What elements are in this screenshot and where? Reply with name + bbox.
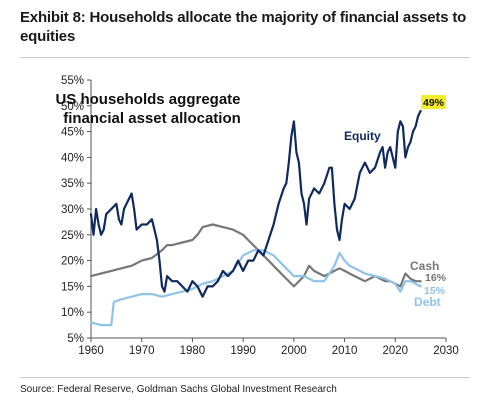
x-tick-label: 1990 bbox=[230, 345, 256, 357]
y-tick-label: 15% bbox=[61, 281, 84, 293]
chart-axes: 5% 10% 15% 20% 25% 30% 35% 40% 45% 50% 55% 1960 1970… bbox=[61, 75, 459, 357]
x-tick-label: 2030 bbox=[433, 345, 459, 357]
chart-title-line2: financial asset allocation bbox=[63, 110, 241, 127]
x-tick-label: 2010 bbox=[332, 345, 358, 357]
cash-end-label: 16% bbox=[425, 272, 447, 284]
x-tick-label: 2000 bbox=[281, 345, 307, 357]
exhibit-title-line2: equities bbox=[20, 28, 76, 45]
x-tick-label: 1960 bbox=[78, 345, 104, 357]
debt-label: Debt bbox=[414, 295, 441, 309]
chart-title-line1: US households aggregate bbox=[55, 91, 240, 108]
equity-label: Equity bbox=[344, 129, 381, 143]
exhibit-title-line1: Exhibit 8: Households allocate the major… bbox=[20, 9, 467, 26]
debt-end-label: 15% bbox=[424, 285, 446, 297]
y-tick-label: 30% bbox=[61, 204, 84, 216]
exhibit-title: Exhibit 8: Households allocate the major… bbox=[20, 8, 480, 46]
chart-labels: US households aggregate financial asset … bbox=[55, 91, 446, 309]
y-tick-label: 25% bbox=[61, 230, 84, 242]
x-tick-label: 1980 bbox=[180, 345, 206, 357]
chart-series bbox=[89, 109, 422, 327]
y-tick-label: 40% bbox=[61, 152, 84, 164]
series-line-debt bbox=[89, 249, 422, 327]
title-divider bbox=[20, 57, 470, 58]
source-divider bbox=[20, 377, 470, 378]
equity-end-highlight bbox=[421, 95, 446, 109]
y-tick-label: 35% bbox=[61, 178, 84, 190]
source-note: Source: Federal Reserve, Goldman Sachs G… bbox=[20, 384, 337, 395]
cash-label: Cash bbox=[410, 259, 439, 273]
y-tick-label: 10% bbox=[61, 307, 84, 319]
x-tick-label: 2020 bbox=[382, 345, 408, 357]
y-tick-label: 5% bbox=[67, 333, 84, 345]
y-tick-label: 45% bbox=[61, 127, 84, 139]
y-tick-label: 50% bbox=[61, 101, 84, 113]
y-tick-label: 55% bbox=[61, 75, 84, 87]
x-tick-label: 1970 bbox=[129, 345, 155, 357]
y-tick-label: 20% bbox=[61, 256, 84, 268]
equity-end-label: 49% bbox=[423, 97, 445, 109]
series-line-cash bbox=[89, 223, 422, 288]
series-line-equity bbox=[89, 109, 422, 298]
